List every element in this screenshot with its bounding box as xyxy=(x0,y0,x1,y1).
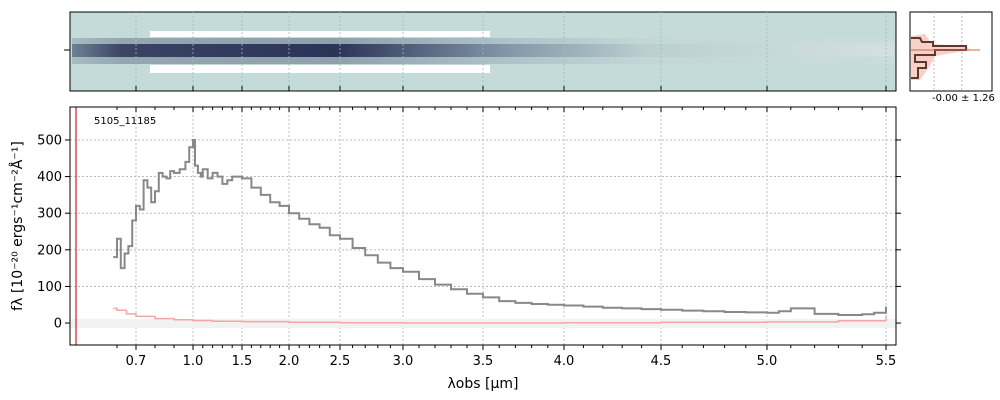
y-tick-label: 300 xyxy=(37,207,62,222)
x-tick-label: 2.0 xyxy=(279,354,300,369)
spectrum-2d-upper-gap xyxy=(150,31,490,37)
spectrum-2d-lower-gap xyxy=(150,65,490,73)
spectrum-id-annotation: 5105_11185 xyxy=(94,116,156,127)
profile-annotation: -0.00 ± 1.26 xyxy=(932,93,995,104)
y-tick-label: 200 xyxy=(37,243,62,258)
profile-frame xyxy=(909,11,993,92)
y-tick-label: 500 xyxy=(37,133,62,148)
x-tick-label: 2.5 xyxy=(330,354,351,369)
y-tick-label: 100 xyxy=(37,280,62,295)
y-axis-title: fλ [10⁻²⁰ ergs⁻¹cm⁻²Å⁻¹] xyxy=(9,141,26,311)
grid xyxy=(70,107,896,345)
y-tick-label: 0 xyxy=(54,317,62,332)
x-tick-label: 5.0 xyxy=(757,354,778,369)
profile-model-fill xyxy=(911,34,970,80)
spectrum-1d-panel: 0.7 1.0 1.5 2.0 2.5 3.0 3.5 4.0 4.5 5.0 5.5 0 100 20… xyxy=(9,86,901,392)
x-tick-label: 3.5 xyxy=(473,354,494,369)
profile-panel: -0.00 ± 1.26 xyxy=(909,11,995,104)
spectrum-2d-panel xyxy=(64,11,897,92)
x-tick-label: 4.5 xyxy=(651,354,672,369)
x-tick-label: 0.7 xyxy=(126,354,147,369)
x-axis-title: λobs [μm] xyxy=(448,376,519,392)
error-series xyxy=(113,307,887,324)
y-tick-label: 400 xyxy=(37,170,62,185)
x-tick-label: 1.0 xyxy=(183,354,204,369)
x-tick-label: 5.5 xyxy=(876,354,897,369)
x-tick-label: 3.0 xyxy=(393,354,414,369)
x-tick-label: 4.0 xyxy=(554,354,575,369)
y-axis: 0 100 200 300 400 500 xyxy=(37,133,901,332)
x-axis: 0.7 1.0 1.5 2.0 2.5 3.0 3.5 4.0 4.5 5.0 5.5 xyxy=(116,86,897,369)
plot-area xyxy=(70,107,896,345)
x-tick-label: 1.5 xyxy=(232,354,253,369)
series-layer xyxy=(113,139,887,324)
spectrum-2d-trace xyxy=(72,44,894,57)
profile-data-line xyxy=(911,37,967,79)
spectrum-2d-grid xyxy=(135,12,887,91)
flux-series xyxy=(113,139,887,316)
